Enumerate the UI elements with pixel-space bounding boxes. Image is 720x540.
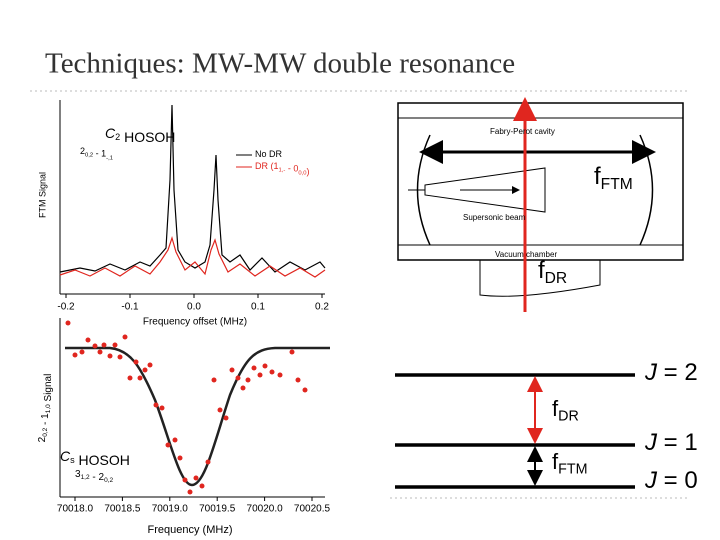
subscript: 0,2 <box>85 152 93 158</box>
text-part: J <box>644 429 658 456</box>
text-part: f <box>594 163 601 190</box>
subscript: 1,- <box>279 167 286 173</box>
cavity-diagram <box>397 97 684 312</box>
trace-no-dr <box>59 104 326 273</box>
subscript: 0,0 <box>298 170 307 176</box>
text-part: HOSOH <box>120 129 175 145</box>
x-tick-label: -0.1 <box>121 302 139 313</box>
text-part: - 1 <box>93 149 106 159</box>
spectrum-panel: C2 HOSOH 20,2 - 1-,1 No DR DR (11,- - 00… <box>37 100 326 328</box>
diagram-label: Fabry-Perot cavity <box>490 127 555 136</box>
subscript: DR <box>545 270 568 287</box>
text-part: C <box>105 125 116 141</box>
text-part: Signal <box>43 374 54 405</box>
text-part: 2 <box>37 436 48 442</box>
diagram-label: Supersonic beam <box>463 213 526 222</box>
subscript: 1,0 <box>45 404 52 413</box>
text-part: f <box>552 396 559 421</box>
x-tick-label: 70018.0 <box>57 504 94 515</box>
text-part: - 0 <box>285 164 298 174</box>
level-label: J = 2 <box>644 359 698 386</box>
subscript: 1,2 <box>81 474 90 481</box>
ftm-label: fFTM <box>594 163 633 193</box>
legend-label: DR (11,- - 00,0) <box>255 161 309 176</box>
diagram-label: Vacuum chamber <box>495 250 557 259</box>
species-label: C2 HOSOH <box>105 125 175 145</box>
x-tick-label: 0.1 <box>251 302 265 313</box>
fit-curve <box>65 346 330 487</box>
subscript: s <box>70 456 75 466</box>
x-tick-label: 70018.5 <box>104 504 141 515</box>
slide-title: Techniques: MW-MW double resonance <box>45 48 515 80</box>
text-part: = 2 <box>657 359 698 386</box>
x-tick-label: 70019.0 <box>152 504 189 515</box>
x-tick-label: 0.2 <box>315 302 329 313</box>
subscript: FTM <box>601 176 633 193</box>
subscript: 2 <box>115 133 120 143</box>
scan-points <box>65 320 308 495</box>
x-tick-label: 70020.0 <box>247 504 284 515</box>
ftm-label: fFTM <box>552 449 588 478</box>
subscript: FTM <box>558 461 587 477</box>
text-part: DR (1 <box>255 161 279 171</box>
text-part: = 1 <box>657 429 698 456</box>
x-tick-label: 70019.5 <box>199 504 236 515</box>
text-part: HOSOH <box>75 452 130 468</box>
x-tick-label: -0.2 <box>57 302 75 313</box>
x-tick-label: 70020.5 <box>294 504 331 515</box>
dr-label: fDR <box>552 396 579 425</box>
x-tick-label: 0.0 <box>187 302 201 313</box>
text-part: ) <box>306 167 309 177</box>
level-label: J = 1 <box>644 429 698 456</box>
scan-panel: Cs HOSOH 31,2 - 20,2 20,2 - 11,0 Signal … <box>37 318 330 536</box>
text-part: No DR <box>255 149 283 159</box>
text-part: f <box>552 449 559 474</box>
trace-dr <box>59 235 326 278</box>
text-part: J <box>644 359 658 386</box>
x-axis-label: Frequency (MHz) <box>148 524 233 536</box>
x-axis-label: Frequency offset (MHz) <box>143 317 247 328</box>
species-label: Cs HOSOH <box>60 448 130 468</box>
text-part: - 2 <box>90 472 105 483</box>
y-axis-label: FTM Signal <box>37 172 47 218</box>
text-part: 2 <box>80 146 85 156</box>
text-part: 3 <box>75 469 81 480</box>
level-label: J = 0 <box>644 467 698 494</box>
transition-label: 20,2 - 1-,1 <box>80 146 113 161</box>
y-axis-label: 20,2 - 11,0 Signal <box>37 374 54 443</box>
energy-levels <box>395 373 635 489</box>
text-part: J <box>644 467 658 494</box>
text-part: C <box>60 448 71 464</box>
legend-label: No DR <box>255 149 283 159</box>
text-part: f <box>538 257 545 284</box>
subscript: -,1 <box>106 155 113 161</box>
text-part: - 1 <box>40 413 51 428</box>
text-part: = 0 <box>657 467 698 494</box>
transition-label: 31,2 - 20,2 <box>75 469 113 484</box>
dr-label: fDR <box>538 257 567 287</box>
subscript: 0,2 <box>104 477 113 484</box>
subscript: DR <box>558 408 579 424</box>
subscript: 0,2 <box>42 427 49 436</box>
